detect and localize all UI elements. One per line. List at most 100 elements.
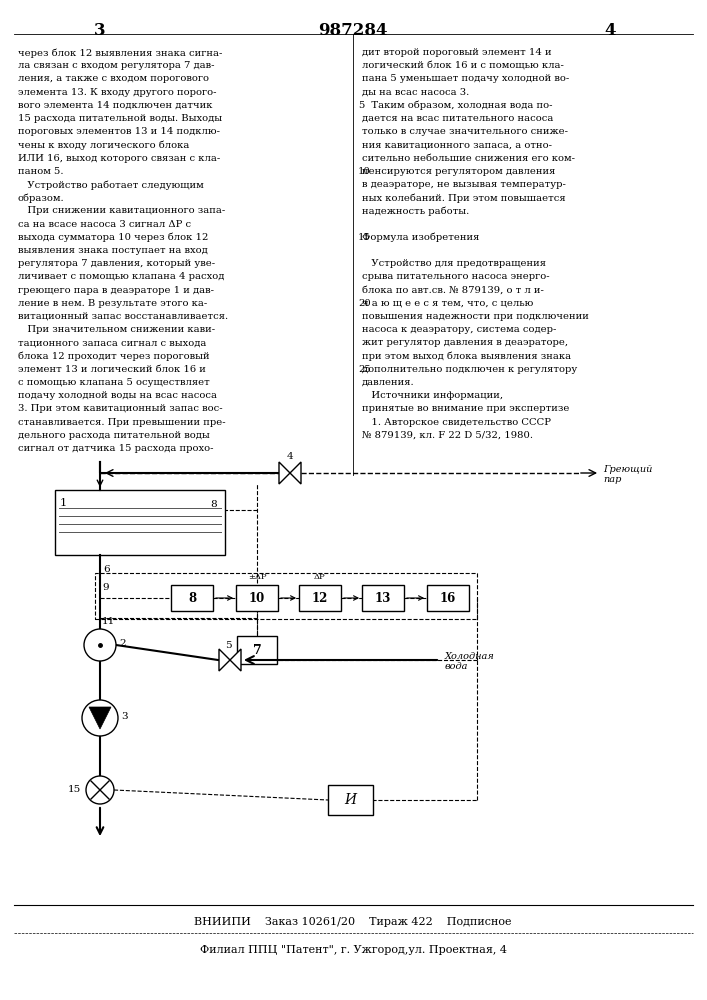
Text: 20: 20 (358, 299, 370, 308)
Text: 12: 12 (312, 591, 328, 604)
Polygon shape (219, 649, 230, 671)
Text: 6: 6 (103, 565, 110, 574)
Text: жит регулятор давления в деаэраторе,: жит регулятор давления в деаэраторе, (362, 338, 568, 347)
Text: ВНИИПИ    Заказ 10261/20    Тираж 422    Подписное: ВНИИПИ Заказ 10261/20 Тираж 422 Подписно… (194, 917, 512, 927)
Text: блока по авт.св. № 879139, о т л и-: блока по авт.св. № 879139, о т л и- (362, 286, 544, 295)
Text: дополнительно подключен к регулятору: дополнительно подключен к регулятору (362, 365, 577, 374)
Bar (236, 585, 278, 611)
Text: са на всасе насоса 3 сигнал ΔР с: са на всасе насоса 3 сигнал ΔР с (18, 220, 191, 229)
Text: ления, а также с входом порогового: ления, а также с входом порогового (18, 74, 209, 83)
Text: 8: 8 (188, 591, 196, 604)
Text: 1: 1 (60, 498, 67, 508)
Polygon shape (290, 462, 301, 484)
Text: 8: 8 (210, 500, 216, 509)
Text: 5: 5 (225, 641, 232, 650)
Text: 10: 10 (358, 167, 371, 176)
Text: пана 5 уменьшает подачу холодной во-: пана 5 уменьшает подачу холодной во- (362, 74, 569, 83)
Text: дит второй пороговый элемент 14 и: дит второй пороговый элемент 14 и (362, 48, 551, 57)
Bar (328, 785, 373, 815)
Text: регулятора 7 давления, который уве-: регулятора 7 давления, который уве- (18, 259, 215, 268)
Text: давления.: давления. (362, 378, 414, 387)
Text: надежность работы.: надежность работы. (362, 206, 469, 216)
Polygon shape (279, 462, 290, 484)
Bar (55, 490, 225, 555)
Text: элемент 13 и логический блок 16 и: элемент 13 и логический блок 16 и (18, 365, 206, 374)
Text: 15 расхода питательной воды. Выходы: 15 расхода питательной воды. Выходы (18, 114, 222, 123)
Polygon shape (230, 649, 241, 671)
Text: ния кавитационного запаса, а отно-: ния кавитационного запаса, а отно- (362, 140, 552, 149)
Text: через блок 12 выявления знака сигна-: через блок 12 выявления знака сигна- (18, 48, 223, 57)
Text: И: И (344, 793, 356, 807)
Text: ΔP: ΔP (314, 573, 326, 581)
Circle shape (86, 776, 114, 804)
Text: 3: 3 (121, 712, 128, 721)
Text: дается на всас питательного насоса: дается на всас питательного насоса (362, 114, 554, 123)
Circle shape (84, 629, 116, 661)
Text: Таким образом, холодная вода по-: Таким образом, холодная вода по- (362, 101, 552, 110)
Text: подачу холодной воды на всас насоса: подачу холодной воды на всас насоса (18, 391, 217, 400)
Text: в деаэраторе, не вызывая температур-: в деаэраторе, не вызывая температур- (362, 180, 566, 189)
Text: насоса к деаэратору, система содер-: насоса к деаэратору, система содер- (362, 325, 556, 334)
Text: тационного запаса сигнал с выхода: тационного запаса сигнал с выхода (18, 338, 206, 347)
Text: только в случае значительного сниже-: только в случае значительного сниже- (362, 127, 568, 136)
Text: повышения надежности при подключении: повышения надежности при подключении (362, 312, 589, 321)
Text: с помощью клапана 5 осуществляет: с помощью клапана 5 осуществляет (18, 378, 210, 387)
Text: Устройство работает следующим: Устройство работает следующим (18, 180, 204, 190)
Text: 16: 16 (440, 591, 456, 604)
Text: 3. При этом кавитационный запас вос-: 3. При этом кавитационный запас вос- (18, 404, 223, 413)
Text: При значительном снижении кави-: При значительном снижении кави- (18, 325, 215, 334)
Text: Филиал ППЦ "Патент", г. Ужгород,ул. Проектная, 4: Филиал ППЦ "Патент", г. Ужгород,ул. Прое… (199, 945, 506, 955)
Text: Устройство для предотвращения: Устройство для предотвращения (362, 259, 546, 268)
Text: паном 5.: паном 5. (18, 167, 64, 176)
Bar (95, 573, 477, 619)
Text: 2: 2 (119, 639, 126, 648)
Text: срыва питательного насоса энерго-: срыва питательного насоса энерго- (362, 272, 549, 281)
Text: ±ΔP: ±ΔP (247, 573, 267, 581)
Bar (237, 636, 277, 664)
Text: блока 12 проходит через пороговый: блока 12 проходит через пороговый (18, 352, 209, 361)
Text: сигнал от датчика 15 расхода прохо-: сигнал от датчика 15 расхода прохо- (18, 444, 214, 453)
Text: Формула изобретения: Формула изобретения (362, 233, 479, 242)
Text: 25: 25 (358, 365, 370, 374)
Text: ла связан с входом регулятора 7 дав-: ла связан с входом регулятора 7 дав- (18, 61, 214, 70)
Text: При снижении кавитационного запа-: При снижении кавитационного запа- (18, 206, 226, 215)
Text: чены к входу логического блока: чены к входу логического блока (18, 140, 189, 150)
Text: 13: 13 (375, 591, 391, 604)
Text: витационный запас восстанавливается.: витационный запас восстанавливается. (18, 312, 228, 321)
Bar (362, 585, 404, 611)
Text: 15: 15 (358, 233, 371, 242)
Text: станавливается. При превышении пре-: станавливается. При превышении пре- (18, 418, 226, 427)
Text: Греющий
пар: Греющий пар (603, 465, 653, 484)
Polygon shape (89, 707, 111, 729)
Text: личивает с помощью клапана 4 расход: личивает с помощью клапана 4 расход (18, 272, 224, 281)
Text: сительно небольшие снижения его ком-: сительно небольшие снижения его ком- (362, 154, 575, 163)
Text: 15: 15 (68, 785, 81, 794)
Bar (427, 585, 469, 611)
Text: 4: 4 (604, 22, 616, 39)
Text: ИЛИ 16, выход которого связан с кла-: ИЛИ 16, выход которого связан с кла- (18, 154, 221, 163)
Text: элемента 13. К входу другого порого-: элемента 13. К входу другого порого- (18, 88, 216, 97)
Text: ч а ю щ е е с я тем, что, с целью: ч а ю щ е е с я тем, что, с целью (362, 299, 533, 308)
Text: ды на всас насоса 3.: ды на всас насоса 3. (362, 88, 469, 97)
Text: пороговых элементов 13 и 14 подклю-: пороговых элементов 13 и 14 подклю- (18, 127, 220, 136)
Text: 987284: 987284 (318, 22, 387, 39)
Circle shape (82, 700, 118, 736)
Text: 9: 9 (102, 583, 109, 592)
Text: 11: 11 (102, 617, 115, 626)
Text: 5: 5 (358, 101, 364, 110)
Text: № 879139, кл. F 22 D 5/32, 1980.: № 879139, кл. F 22 D 5/32, 1980. (362, 431, 533, 440)
Text: 10: 10 (249, 591, 265, 604)
Text: при этом выход блока выявления знака: при этом выход блока выявления знака (362, 352, 571, 361)
Text: ление в нем. В результате этого ка-: ление в нем. В результате этого ка- (18, 299, 207, 308)
Text: дельного расхода питательной воды: дельного расхода питательной воды (18, 431, 210, 440)
Text: Источники информации,: Источники информации, (362, 391, 503, 400)
Text: логический блок 16 и с помощью кла-: логический блок 16 и с помощью кла- (362, 61, 564, 70)
Text: ных колебаний. При этом повышается: ных колебаний. При этом повышается (362, 193, 566, 203)
Bar (171, 585, 213, 611)
Text: вого элемента 14 подключен датчик: вого элемента 14 подключен датчик (18, 101, 213, 110)
Text: греющего пара в деаэраторе 1 и дав-: греющего пара в деаэраторе 1 и дав- (18, 286, 214, 295)
Text: пенсируются регулятором давления: пенсируются регулятором давления (362, 167, 556, 176)
Text: 3: 3 (94, 22, 106, 39)
Text: выхода сумматора 10 через блок 12: выхода сумматора 10 через блок 12 (18, 233, 209, 242)
Bar (299, 585, 341, 611)
